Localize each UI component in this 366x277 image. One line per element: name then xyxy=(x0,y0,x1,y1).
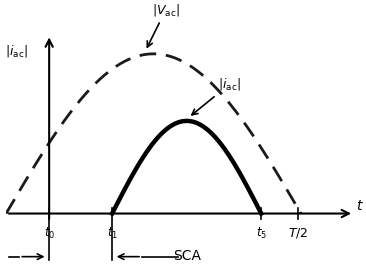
Text: SCA: SCA xyxy=(173,249,201,263)
Text: $t_0$: $t_0$ xyxy=(44,225,55,241)
Text: $|V_{\mathrm{ac}}|$: $|V_{\mathrm{ac}}|$ xyxy=(147,2,180,47)
Text: $t_1$: $t_1$ xyxy=(107,225,117,241)
Text: $|i_{\mathrm{ac}}|$: $|i_{\mathrm{ac}}|$ xyxy=(192,76,241,115)
Text: $|i_{\mathrm{ac}}|$: $|i_{\mathrm{ac}}|$ xyxy=(5,43,27,59)
Text: $t$: $t$ xyxy=(356,199,363,212)
Text: $t_5$: $t_5$ xyxy=(256,225,267,241)
Text: $T/2$: $T/2$ xyxy=(288,225,308,240)
